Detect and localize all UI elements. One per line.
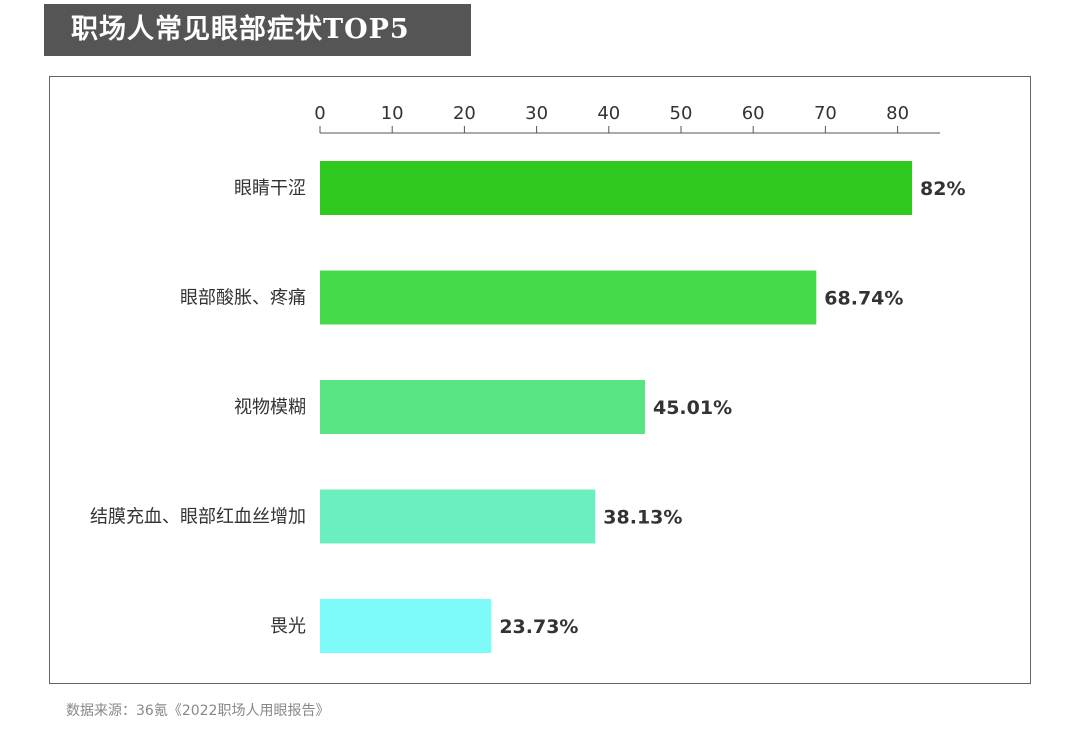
x-tick-label: 20 [453,103,476,124]
category-label: 眼睛干涩 [234,178,306,199]
x-tick-label: 40 [597,103,620,124]
category-label: 结膜充血、眼部红血丝增加 [90,507,306,528]
bar [320,161,913,215]
x-tick-label: 70 [814,103,837,124]
value-label: 82% [920,178,965,200]
x-tick-label: 80 [886,103,909,124]
bar [320,270,817,325]
x-tick-label: 0 [314,103,325,124]
category-label: 畏光 [270,616,306,637]
value-label: 38.13% [603,507,682,529]
chart-frame [49,76,1031,684]
chart-title-banner: 职场人常见眼部症状TOP5 [44,4,471,56]
x-tick-label: 30 [525,103,548,124]
x-tick-label: 60 [742,103,765,124]
category-label: 眼部酸胀、疼痛 [180,288,306,309]
source-note: 数据来源：36氪《2022职场人用眼报告》 [66,703,330,719]
bar [320,489,596,544]
x-tick-label: 10 [381,103,404,124]
value-label: 68.74% [824,288,903,310]
x-tick-label: 50 [670,103,693,124]
value-label: 23.73% [499,616,578,638]
value-label: 45.01% [653,397,732,419]
bar [320,599,492,653]
bar [320,380,645,434]
category-label: 视物模糊 [234,397,306,418]
